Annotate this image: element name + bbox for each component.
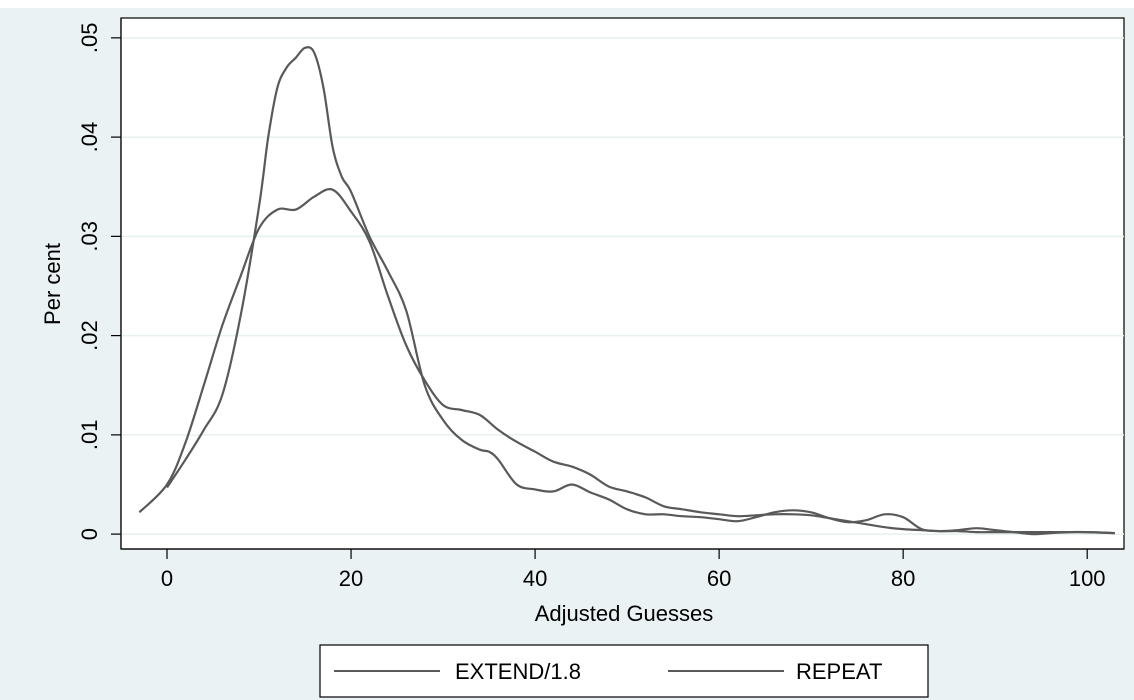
y-tick-label: .01 <box>77 420 102 451</box>
legend: EXTEND/1.8 REPEAT <box>319 644 929 698</box>
y-tick-label: .02 <box>77 320 102 351</box>
y-tick-label: .05 <box>77 23 102 54</box>
legend-label-extend: EXTEND/1.8 <box>455 659 581 684</box>
x-tick-label: 100 <box>1069 566 1106 591</box>
y-tick-label: .04 <box>77 122 102 153</box>
y-axis: 0 .01 .02 .03 .04 .05 <box>77 18 122 549</box>
plot-area <box>120 17 1125 550</box>
x-tick-label: 20 <box>339 566 363 591</box>
y-tick-label: 0 <box>77 528 102 540</box>
x-tick-label: 60 <box>707 566 731 591</box>
y-axis-title: Per cent <box>40 243 65 325</box>
y-tick-label: .03 <box>77 221 102 252</box>
x-axis-title: Adjusted Guesses <box>535 601 714 626</box>
x-tick-label: 40 <box>523 566 547 591</box>
series-group <box>138 46 1115 536</box>
x-tick-label: 80 <box>891 566 915 591</box>
gridlines <box>121 37 1124 535</box>
legend-label-repeat: REPEAT <box>796 659 882 684</box>
series-line-repeat <box>166 46 1115 536</box>
x-axis: 0 20 40 60 80 100 <box>121 548 1124 591</box>
x-tick-label: 0 <box>161 566 173 591</box>
